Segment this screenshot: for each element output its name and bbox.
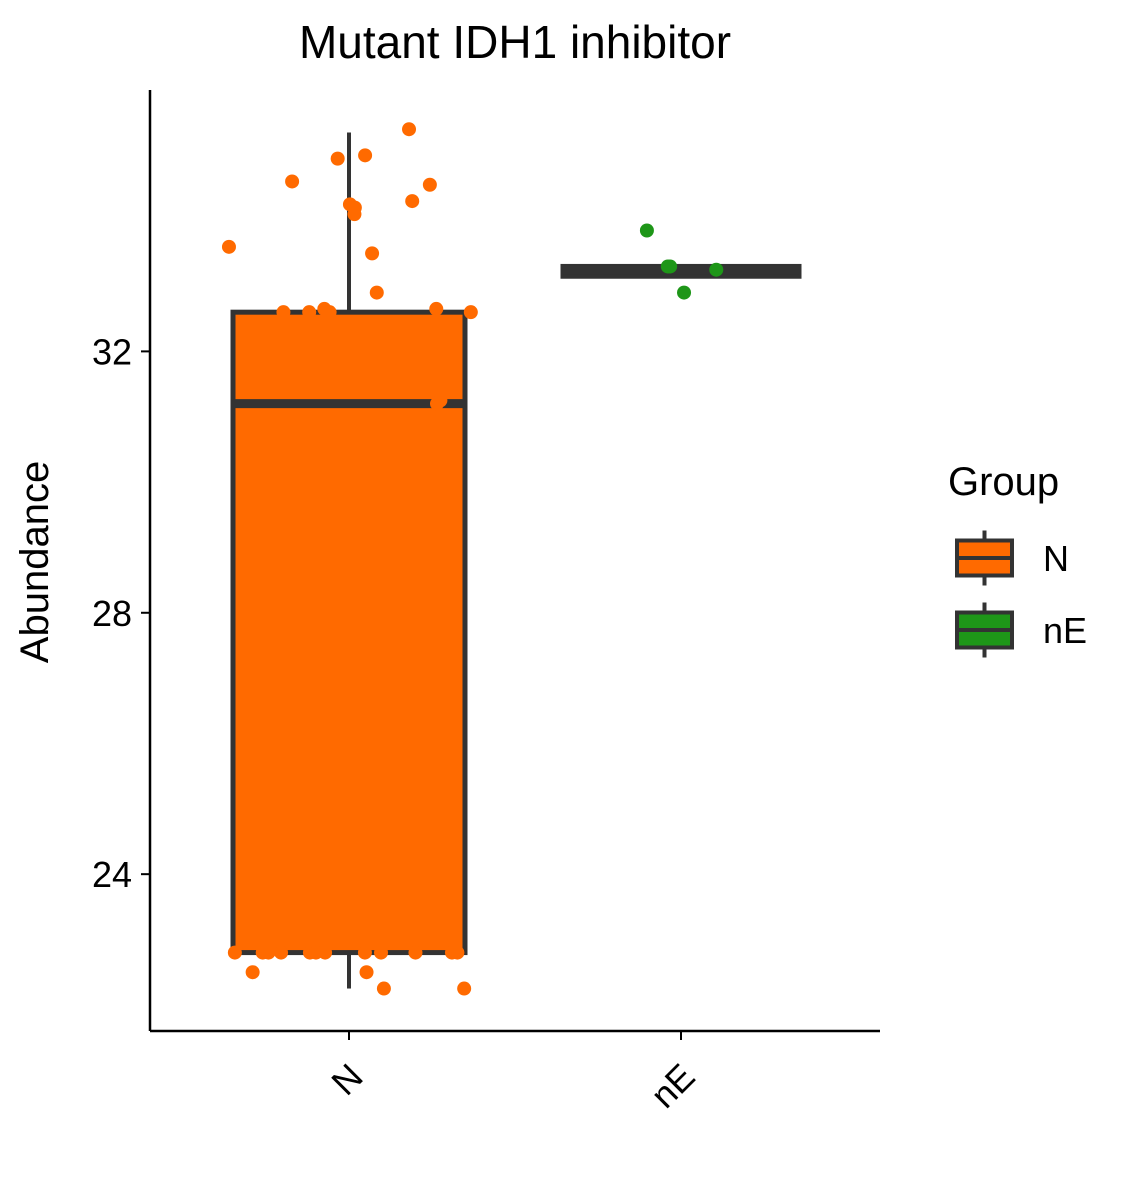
data-point [245, 965, 260, 980]
data-point [374, 945, 389, 960]
legend-label: nE [1043, 610, 1087, 651]
data-point [376, 981, 391, 996]
data-point [369, 285, 384, 300]
data-point [444, 945, 459, 960]
data-point [408, 945, 423, 960]
data-point [660, 259, 675, 274]
data-point [405, 194, 420, 209]
y-tick-label: 32 [92, 331, 132, 372]
legend-title: Group [948, 460, 1059, 504]
data-point [227, 945, 242, 960]
y-axis-title: Abundance [13, 461, 57, 663]
data-point [322, 305, 337, 320]
data-point [402, 122, 417, 137]
y-tick-label: 28 [92, 593, 132, 634]
data-point [709, 262, 724, 277]
legend-entry-nE: nE [955, 602, 1087, 658]
data-point [347, 207, 362, 222]
data-point [365, 246, 380, 261]
data-point [330, 151, 345, 166]
data-point [302, 305, 317, 320]
y-axis: 24 28 32 [92, 90, 152, 1031]
box-group-N [230, 132, 468, 989]
chart-title: Mutant IDH1 inhibitor [299, 16, 731, 68]
legend: Group NnE [948, 460, 1087, 658]
data-point [429, 301, 444, 316]
data-point [457, 981, 472, 996]
data-point [276, 305, 291, 320]
data-point [677, 285, 692, 300]
data-point [261, 945, 276, 960]
data-point [285, 174, 300, 189]
data-point [318, 945, 333, 960]
data-point [357, 945, 372, 960]
data-point [358, 148, 373, 163]
box-N [230, 309, 468, 956]
plot-area [221, 122, 802, 996]
x-tick-label: nE [643, 1056, 703, 1116]
data-point [221, 239, 236, 254]
data-point [429, 396, 444, 411]
box-group-nE [560, 263, 802, 279]
x-tick-label: N [323, 1056, 370, 1103]
data-point [394, 354, 409, 369]
data-point [422, 177, 437, 192]
data-point [463, 305, 478, 320]
legend-label: N [1043, 538, 1069, 579]
data-point [274, 945, 289, 960]
legend-entry-N: N [955, 530, 1069, 586]
data-point [359, 965, 374, 980]
data-point [639, 223, 654, 238]
y-tick-label: 24 [92, 854, 132, 895]
